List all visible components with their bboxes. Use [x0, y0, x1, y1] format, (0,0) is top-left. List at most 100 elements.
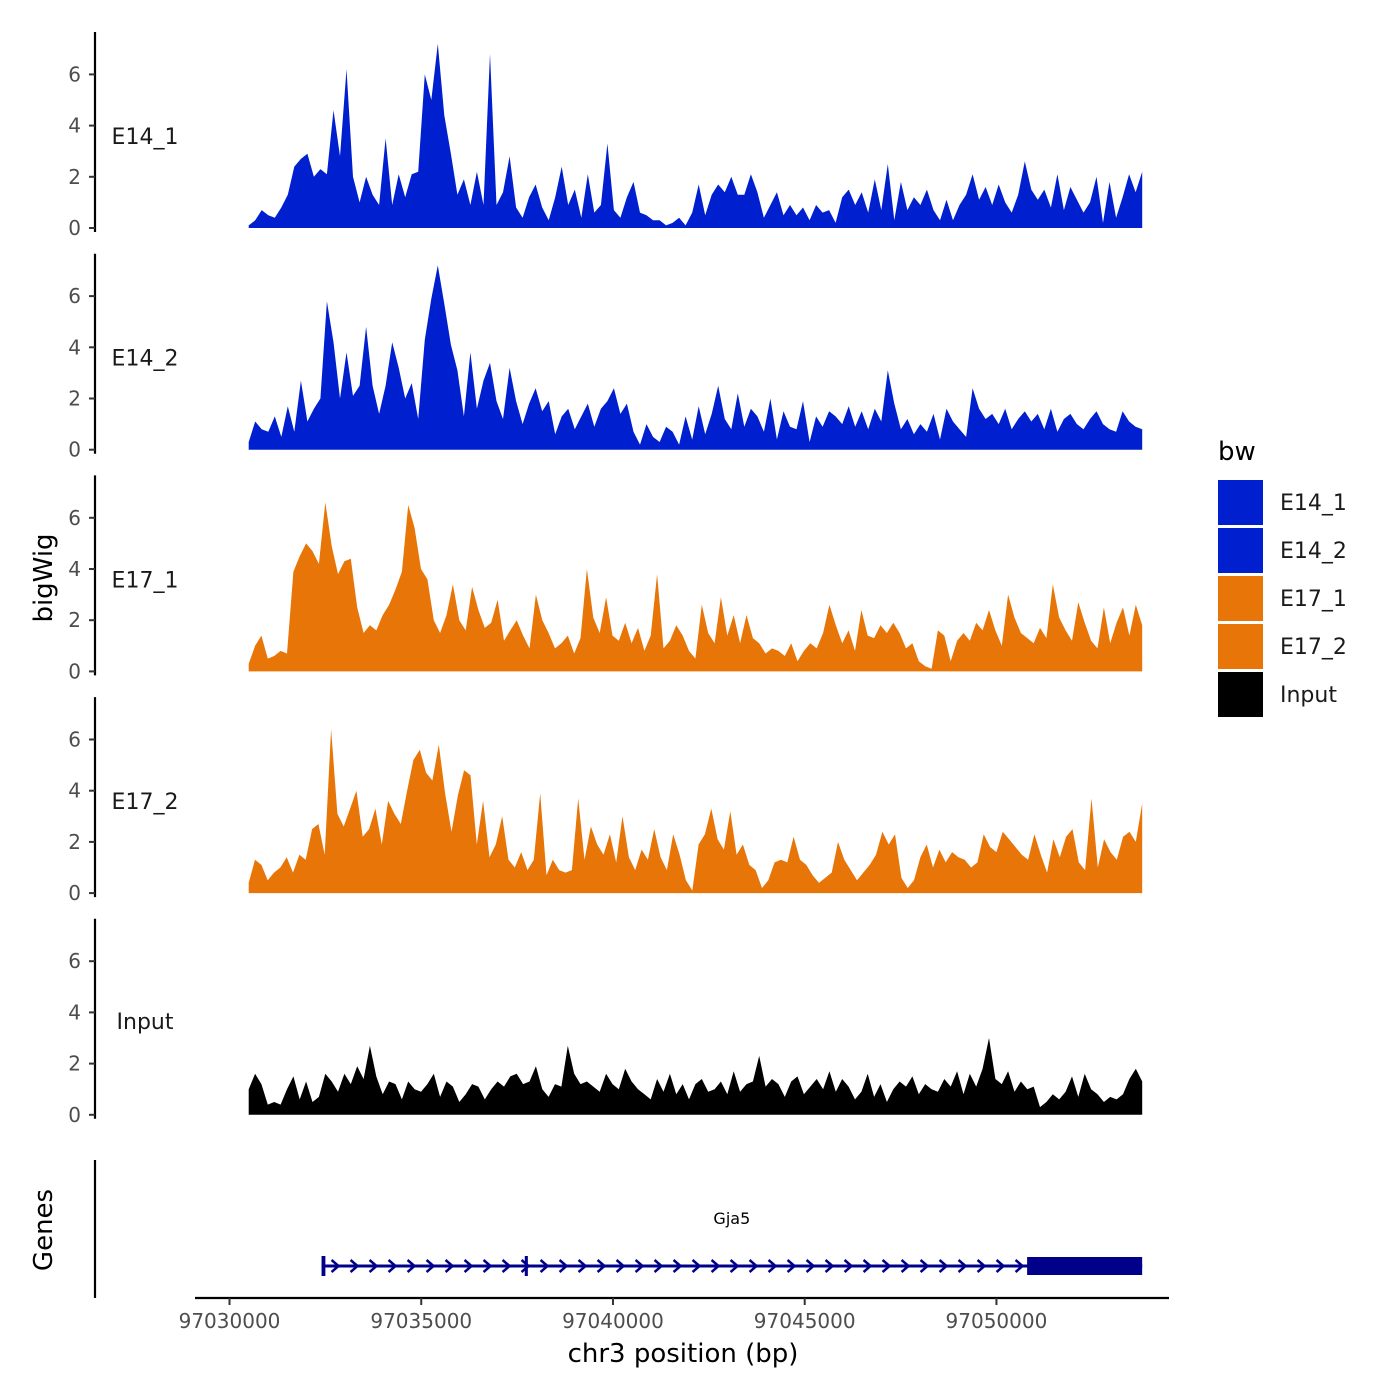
strand-arrow: [482, 1259, 493, 1273]
y-tick-label: 6: [68, 728, 81, 752]
y-tick-label: 6: [68, 62, 81, 86]
track-E14_1: 0 2 4 6 E14_1: [68, 32, 1143, 240]
x-tick-label: 97030000: [179, 1309, 281, 1333]
x-axis-title: chr3 position (bp): [568, 1339, 799, 1369]
legend-label-E17_2: E17_2: [1280, 635, 1347, 660]
legend-title: bw: [1218, 437, 1256, 467]
strand-arrow: [577, 1259, 588, 1273]
strand-arrow: [843, 1259, 854, 1273]
gene-exon-block: [1027, 1257, 1143, 1275]
y-tick-label: 4: [68, 557, 81, 581]
y-tick-label: 2: [68, 608, 81, 632]
track-label-E17_1: E17_1: [112, 568, 179, 593]
strand-arrow: [406, 1259, 417, 1273]
strand-arrow: [387, 1259, 398, 1273]
signal-area-E14_2: [248, 265, 1143, 450]
strand-arrow: [919, 1259, 930, 1273]
track-Input: 0 2 4 6 Input: [68, 918, 1143, 1127]
strand-arrow: [596, 1259, 607, 1273]
x-tick-label: 97035000: [370, 1309, 472, 1333]
strand-arrow: [539, 1259, 550, 1273]
y-tick-label: 6: [68, 284, 81, 308]
x-tick-label: 97050000: [946, 1309, 1048, 1333]
track-E17_2: 0 2 4 6 E17_2: [68, 697, 1143, 905]
strand-arrow: [349, 1259, 360, 1273]
strand-arrow: [1014, 1259, 1025, 1273]
strand-arrow: [976, 1259, 987, 1273]
y-tick-label: 6: [68, 506, 81, 530]
legend: bw E14_1 E14_2 E17_1 E17_2 Input: [1218, 437, 1347, 717]
y-tick-label: 2: [68, 165, 81, 189]
strand-arrow: [330, 1259, 341, 1273]
track-E14_2: 0 2 4 6 E14_2: [68, 253, 1143, 462]
y-axis-title: bigWig: [29, 533, 59, 622]
x-tick-label: 97045000: [754, 1309, 856, 1333]
legend-label-E14_2: E14_2: [1280, 539, 1347, 564]
legend-swatch-E14_2: [1218, 528, 1263, 573]
signal-area-E17_1: [248, 502, 1143, 672]
gene-exon-tick: [524, 1256, 528, 1276]
strand-arrow: [938, 1259, 949, 1273]
strand-arrow: [653, 1259, 664, 1273]
y-tick-label: 0: [68, 881, 81, 905]
track-label-E14_1: E14_1: [112, 125, 179, 150]
strand-arrow: [425, 1259, 436, 1273]
y-tick-label: 0: [68, 438, 81, 462]
y-tick-label: 2: [68, 1052, 81, 1076]
strand-arrow: [634, 1259, 645, 1273]
strand-arrow: [729, 1259, 740, 1273]
strand-arrow: [957, 1259, 968, 1273]
strand-arrow: [900, 1259, 911, 1273]
y-tick-label: 0: [68, 659, 81, 683]
legend-label-E17_1: E17_1: [1280, 587, 1347, 612]
strand-arrow: [786, 1259, 797, 1273]
strand-arrow: [824, 1259, 835, 1273]
y-tick-label: 0: [68, 216, 81, 240]
y-tick-label: 2: [68, 387, 81, 411]
x-axis: 97030000 97035000 97040000 97045000 97050000: [179, 1296, 1169, 1333]
strand-arrow: [520, 1259, 531, 1273]
y-tick-label: 4: [68, 114, 81, 138]
x-tick-label: 97040000: [562, 1309, 664, 1333]
y-tick-label: 2: [68, 830, 81, 854]
strand-arrow: [710, 1259, 721, 1273]
strand-arrow: [463, 1259, 474, 1273]
signal-area-E14_1: [248, 43, 1143, 229]
y-tick-label: 4: [68, 779, 81, 803]
strand-arrow: [767, 1259, 778, 1273]
strand-arrow: [558, 1259, 569, 1273]
y-tick-label: 6: [68, 949, 81, 973]
strand-arrow: [444, 1259, 455, 1273]
signal-area-E17_2: [248, 729, 1143, 894]
y-tick-label: 0: [68, 1103, 81, 1127]
legend-swatch-Input: [1218, 672, 1263, 717]
legend-swatch-E17_2: [1218, 624, 1263, 669]
strand-arrow: [748, 1259, 759, 1273]
strand-arrow: [672, 1259, 683, 1273]
legend-swatch-E14_1: [1218, 480, 1263, 525]
legend-label-E14_1: E14_1: [1280, 491, 1347, 516]
y-tick-label: 4: [68, 1000, 81, 1024]
legend-label-Input: Input: [1280, 683, 1337, 708]
tracks-group: 0 2 4 6 E14_1 0 2 4 6 E14_2 0 2 4 6 E17_1 0 2 4 6 E17_2 0 2 4 6…: [68, 32, 1143, 1127]
legend-swatch-E17_1: [1218, 576, 1263, 621]
gene-name-label: Gja5: [713, 1209, 750, 1228]
signal-area-Input: [248, 1038, 1143, 1115]
track-label-Input: Input: [117, 1010, 174, 1035]
strand-arrow: [368, 1259, 379, 1273]
track-label-E14_2: E14_2: [112, 347, 179, 372]
strand-arrow: [615, 1259, 626, 1273]
strand-arrow: [881, 1259, 892, 1273]
strand-arrow: [691, 1259, 702, 1273]
strand-arrow: [501, 1259, 512, 1273]
gene-exon-tick: [321, 1256, 326, 1276]
strand-arrow: [862, 1259, 873, 1273]
track-label-E17_2: E17_2: [112, 790, 179, 815]
strand-arrow: [805, 1259, 816, 1273]
genes-track-title: Genes: [29, 1189, 59, 1271]
y-tick-label: 4: [68, 335, 81, 359]
track-E17_1: 0 2 4 6 E17_1: [68, 475, 1143, 683]
strand-arrow: [995, 1259, 1006, 1273]
